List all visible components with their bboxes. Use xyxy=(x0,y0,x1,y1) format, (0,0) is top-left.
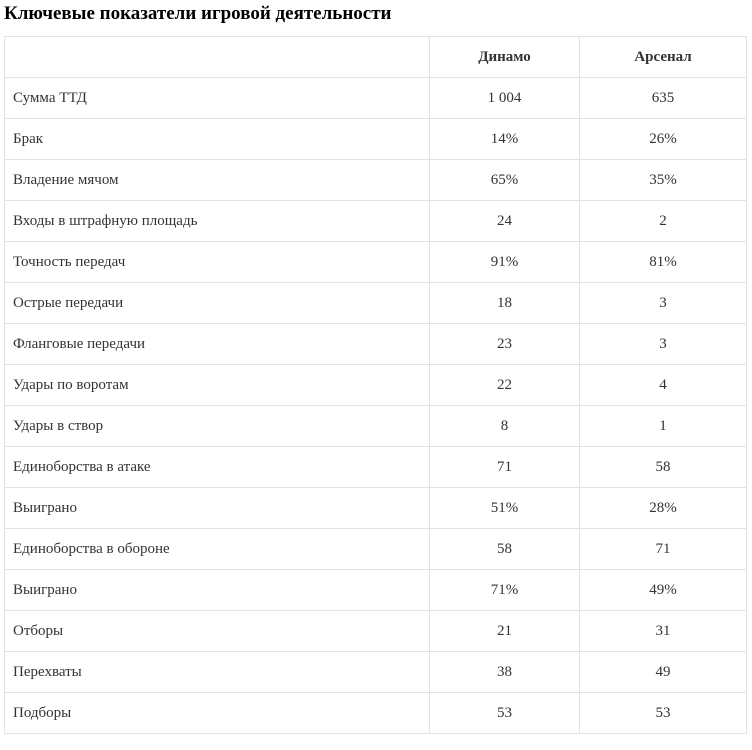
stats-table: Динамо Арсенал Сумма ТТД 1 004 635 Брак 14% 2… xyxy=(4,36,747,734)
dinamo-value: 71% xyxy=(429,569,580,611)
arsenal-value: 49% xyxy=(579,569,747,611)
table-row: Удары в створ 8 1 xyxy=(4,405,747,447)
dinamo-value: 58 xyxy=(429,528,580,570)
dinamo-value: 21 xyxy=(429,610,580,652)
arsenal-value: 26% xyxy=(579,118,747,160)
table-row: Входы в штрафную площадь 24 2 xyxy=(4,200,747,242)
dinamo-value: 53 xyxy=(429,692,580,734)
table-row: Единоборства в обороне 58 71 xyxy=(4,528,747,570)
table-row: Острые передачи 18 3 xyxy=(4,282,747,324)
arsenal-value: 71 xyxy=(579,528,747,570)
header-dinamo: Динамо xyxy=(429,36,580,78)
stat-label: Выиграно xyxy=(4,569,430,611)
stat-label: Единоборства в атаке xyxy=(4,446,430,488)
stat-label: Выиграно xyxy=(4,487,430,529)
arsenal-value: 49 xyxy=(579,651,747,693)
table-row: Единоборства в атаке 71 58 xyxy=(4,446,747,488)
table-row: Владение мячом 65% 35% xyxy=(4,159,747,201)
table-row: Удары по воротам 22 4 xyxy=(4,364,747,406)
page-title: Ключевые показатели игровой деятельности xyxy=(4,3,392,24)
dinamo-value: 23 xyxy=(429,323,580,365)
arsenal-value: 1 xyxy=(579,405,747,447)
stat-label: Брак xyxy=(4,118,430,160)
stat-label: Единоборства в обороне xyxy=(4,528,430,570)
table-row: Выиграно 71% 49% xyxy=(4,569,747,611)
header-label-column xyxy=(4,36,430,78)
dinamo-value: 18 xyxy=(429,282,580,324)
stat-label: Перехваты xyxy=(4,651,430,693)
table-row: Сумма ТТД 1 004 635 xyxy=(4,77,747,119)
stat-label: Фланговые передачи xyxy=(4,323,430,365)
stat-label: Сумма ТТД xyxy=(4,77,430,119)
stat-label: Удары по воротам xyxy=(4,364,430,406)
dinamo-value: 24 xyxy=(429,200,580,242)
stat-label: Отборы xyxy=(4,610,430,652)
arsenal-value: 3 xyxy=(579,282,747,324)
arsenal-value: 28% xyxy=(579,487,747,529)
dinamo-value: 38 xyxy=(429,651,580,693)
stat-label: Подборы xyxy=(4,692,430,734)
table-row: Перехваты 38 49 xyxy=(4,651,747,693)
dinamo-value: 14% xyxy=(429,118,580,160)
table-row: Фланговые передачи 23 3 xyxy=(4,323,747,365)
arsenal-value: 4 xyxy=(579,364,747,406)
arsenal-value: 35% xyxy=(579,159,747,201)
stat-label: Владение мячом xyxy=(4,159,430,201)
table-body: Сумма ТТД 1 004 635 Брак 14% 26% Владение мячо… xyxy=(4,77,747,734)
arsenal-value: 53 xyxy=(579,692,747,734)
stat-label: Точность передач xyxy=(4,241,430,283)
stat-label: Удары в створ xyxy=(4,405,430,447)
arsenal-value: 31 xyxy=(579,610,747,652)
dinamo-value: 1 004 xyxy=(429,77,580,119)
stat-label: Входы в штрафную площадь xyxy=(4,200,430,242)
dinamo-value: 8 xyxy=(429,405,580,447)
table-row: Точность передач 91% 81% xyxy=(4,241,747,283)
arsenal-value: 3 xyxy=(579,323,747,365)
dinamo-value: 22 xyxy=(429,364,580,406)
table-row: Отборы 21 31 xyxy=(4,610,747,652)
table-row: Брак 14% 26% xyxy=(4,118,747,160)
dinamo-value: 91% xyxy=(429,241,580,283)
dinamo-value: 51% xyxy=(429,487,580,529)
table-row: Подборы 53 53 xyxy=(4,692,747,734)
table-header-row: Динамо Арсенал xyxy=(4,36,747,78)
stat-label: Острые передачи xyxy=(4,282,430,324)
dinamo-value: 71 xyxy=(429,446,580,488)
arsenal-value: 2 xyxy=(579,200,747,242)
table-row: Выиграно 51% 28% xyxy=(4,487,747,529)
arsenal-value: 58 xyxy=(579,446,747,488)
arsenal-value: 635 xyxy=(579,77,747,119)
arsenal-value: 81% xyxy=(579,241,747,283)
dinamo-value: 65% xyxy=(429,159,580,201)
header-arsenal: Арсенал xyxy=(579,36,747,78)
